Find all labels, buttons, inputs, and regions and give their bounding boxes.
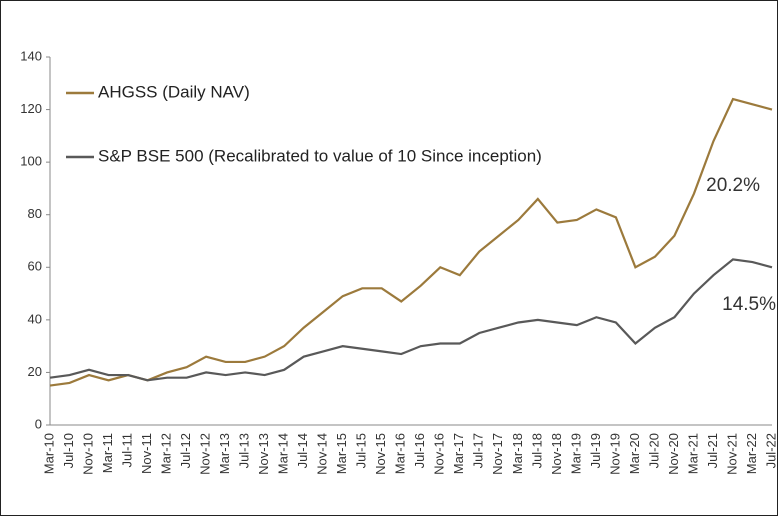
y-tick-label: 140 — [20, 48, 42, 63]
x-tick-label: Mar-20 — [627, 433, 642, 474]
x-tick-label: Jul-19 — [588, 433, 603, 468]
y-tick-label: 40 — [28, 311, 42, 326]
x-tick-label: Mar-18 — [510, 433, 525, 474]
x-tick-label: Mar-16 — [393, 433, 408, 474]
series-line — [49, 258, 773, 382]
x-tick-label: Mar-21 — [685, 433, 700, 474]
x-tick-label: Nov-10 — [80, 433, 95, 475]
annotation: 14.5% — [722, 294, 776, 315]
x-tick-label: Jul-12 — [178, 433, 193, 468]
x-tick-label: Nov-11 — [139, 433, 154, 474]
y-tick-label: 80 — [28, 206, 42, 221]
x-tick-label: Mar-19 — [568, 433, 583, 474]
x-tick-label: Nov-19 — [607, 433, 622, 475]
x-tick-label: Mar-17 — [451, 433, 466, 474]
x-tick-label: Jul-11 — [119, 433, 134, 467]
y-tick-label: 0 — [35, 416, 42, 431]
x-tick-label: Nov-13 — [256, 433, 271, 475]
x-tick-label: Mar-14 — [276, 433, 291, 474]
x-tick-label: Mar-12 — [159, 433, 174, 474]
x-tick-label: Nov-14 — [315, 433, 330, 475]
x-tick-label: Nov-15 — [373, 433, 388, 475]
x-tick-label: Nov-12 — [198, 433, 213, 475]
y-tick-label: 20 — [28, 364, 42, 379]
x-tick-label: Mar-11 — [100, 433, 115, 473]
y-tick-label: 60 — [28, 259, 42, 274]
x-tick-label: Jul-16 — [412, 433, 427, 468]
x-tick-label: Mar-15 — [334, 433, 349, 474]
legend-label: S&P BSE 500 (Recalibrated to value of 10… — [98, 146, 542, 165]
x-tick-label: Mar-10 — [41, 433, 56, 474]
x-tick-label: Jul-13 — [237, 433, 252, 468]
series-line — [49, 97, 773, 387]
x-tick-label: Nov-21 — [724, 433, 739, 475]
x-tick-label: Nov-17 — [490, 433, 505, 475]
x-tick-label: Mar-13 — [217, 433, 232, 474]
x-tick-label: Nov-20 — [666, 433, 681, 475]
x-tick-label: Jul-21 — [705, 433, 720, 468]
x-tick-label: Jul-15 — [354, 433, 369, 468]
x-tick-label: Jul-14 — [295, 433, 310, 468]
x-tick-label: Jul-10 — [61, 433, 76, 468]
x-tick-label: Mar-22 — [744, 433, 759, 474]
x-tick-label: Jul-20 — [646, 433, 661, 468]
y-tick-label: 100 — [20, 154, 42, 169]
x-tick-label: Jul-17 — [471, 433, 486, 468]
x-tick-label: Nov-16 — [432, 433, 447, 475]
x-tick-label: Nov-18 — [549, 433, 564, 475]
x-tick-label: Jul-18 — [529, 433, 544, 468]
annotation: 20.2% — [706, 175, 760, 196]
y-tick-label: 120 — [20, 101, 42, 116]
legend-label: AHGSS (Daily NAV) — [98, 82, 250, 101]
x-tick-label: Jul-22 — [763, 433, 778, 468]
